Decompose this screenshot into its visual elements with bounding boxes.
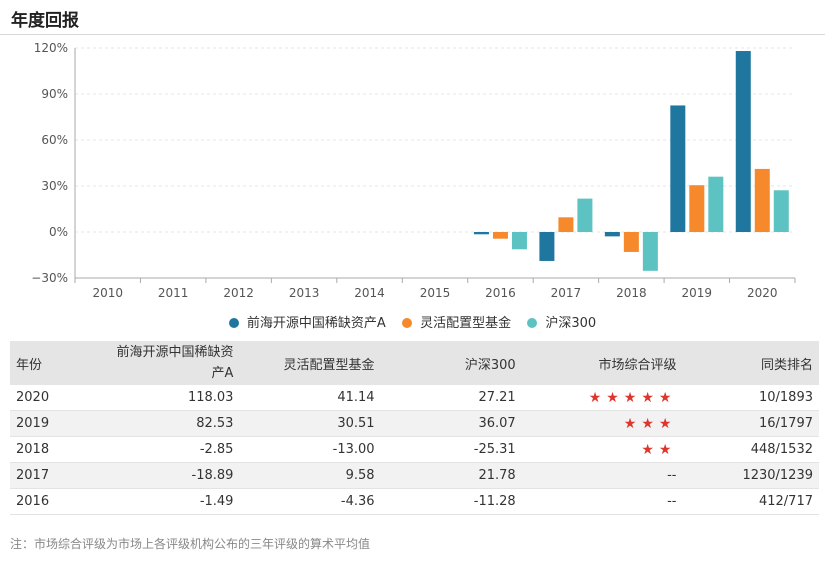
legend-label: 沪深300 <box>545 316 597 331</box>
cell-peer: 30.51 <box>239 410 381 437</box>
x-tick-label: 2019 <box>682 286 713 300</box>
legend-dot-icon <box>228 318 239 328</box>
cell-fund: -2.85 <box>88 436 240 463</box>
cell-year: 2020 <box>10 385 89 411</box>
x-tick-label: 2020 <box>747 286 778 300</box>
cell-year: 2017 <box>10 462 89 489</box>
bar <box>670 105 686 232</box>
header-peer: 灵活配置型基金 <box>239 341 381 385</box>
cell-hs300: 27.21 <box>380 385 522 411</box>
bar <box>492 232 508 239</box>
cell-fund: -1.49 <box>88 488 240 515</box>
x-tick-label: 2016 <box>485 286 516 300</box>
x-tick-label: 2012 <box>223 286 254 300</box>
bar <box>604 232 620 237</box>
cell-year: 2019 <box>10 410 89 437</box>
x-tick-label: 2017 <box>551 286 582 300</box>
x-tick-label: 2014 <box>354 286 385 300</box>
bar <box>539 232 555 261</box>
cell-rating: ★★★ <box>521 410 683 437</box>
table-row: 2019 82.53 30.51 36.07 ★★★ 16/1797 <box>10 410 819 437</box>
cell-fund: -18.89 <box>88 462 240 489</box>
legend-item-peer[interactable]: 灵活配置型基金 <box>401 312 512 331</box>
bar <box>511 232 527 250</box>
rating-stars-icon: ★★★★★ <box>588 389 677 406</box>
cell-peer: -4.36 <box>239 488 381 515</box>
cell-rank: 1230/1239 <box>682 462 819 489</box>
cell-rating: -- <box>521 462 683 489</box>
header-rank: 同类排名 <box>682 341 819 385</box>
legend-label: 前海开源中国稀缺资产A <box>246 316 386 331</box>
cell-fund: 82.53 <box>88 410 240 437</box>
table-row: 2020 118.03 41.14 27.21 ★★★★★ 10/1893 <box>10 385 819 411</box>
chart-legend: 前海开源中国稀缺资产A 灵活配置型基金 沪深300 <box>0 312 825 334</box>
bar <box>558 217 574 232</box>
table-header-row: 年份 前海开源中国稀缺资产A 灵活配置型基金 沪深300 市场综合评级 同类排名 <box>10 341 819 385</box>
bar <box>642 232 658 271</box>
chart-area: −30% 0% 30% 60% 90% 120% 2010 2011 2012 2013 2014 2… <box>0 36 825 336</box>
cell-rank: 448/1532 <box>682 436 819 463</box>
bar <box>754 168 770 232</box>
cell-rating: -- <box>521 488 683 515</box>
cell-fund: 118.03 <box>88 385 240 411</box>
rating-stars-icon: ★★★ <box>623 415 677 432</box>
y-tick-label: 90% <box>41 87 68 101</box>
x-tick-label: 2015 <box>420 286 451 300</box>
header-bar: 年度回报 <box>0 0 825 35</box>
cell-hs300: 36.07 <box>380 410 522 437</box>
bar <box>735 51 751 233</box>
cell-hs300: -11.28 <box>380 488 522 515</box>
cell-rating: ★★★★★ <box>521 385 683 411</box>
header-hs300: 沪深300 <box>380 341 522 385</box>
cell-rank: 412/717 <box>682 488 819 515</box>
table-row: 2018 -2.85 -13.00 -25.31 ★★ 448/1532 <box>10 436 819 463</box>
cell-peer: -13.00 <box>239 436 381 463</box>
cell-rank: 10/1893 <box>682 385 819 411</box>
legend-label: 灵活配置型基金 <box>420 316 512 331</box>
table-row: 2017 -18.89 9.58 21.78 -- 1230/1239 <box>10 462 819 489</box>
bar <box>689 185 705 232</box>
x-tick-label: 2013 <box>289 286 320 300</box>
bar <box>577 198 593 232</box>
header-rating: 市场综合评级 <box>521 341 683 385</box>
annual-return-chart: −30% 0% 30% 60% 90% 120% 2010 2011 2012 2013 2014 2… <box>31 41 796 300</box>
x-tick-label: 2018 <box>616 286 647 300</box>
y-tick-label: −30% <box>31 271 68 285</box>
header-fund: 前海开源中国稀缺资产A <box>88 341 240 385</box>
bar <box>708 176 724 232</box>
cell-peer: 9.58 <box>239 462 381 489</box>
y-tick-label: 0% <box>49 225 68 239</box>
y-tick-label: 30% <box>41 179 68 193</box>
cell-hs300: 21.78 <box>380 462 522 489</box>
bar <box>623 232 639 252</box>
annual-return-table: 年份 前海开源中国稀缺资产A 灵活配置型基金 沪深300 市场综合评级 同类排名… <box>10 341 819 515</box>
header-year: 年份 <box>10 341 89 385</box>
cell-hs300: -25.31 <box>380 436 522 463</box>
cell-rank: 16/1797 <box>682 410 819 437</box>
footnote: 注：市场综合评级为市场上各评级机构公布的三年评级的算术平均值 <box>10 537 371 551</box>
cell-year: 2016 <box>10 488 89 515</box>
table-row: 2016 -1.49 -4.36 -11.28 -- 412/717 <box>10 488 819 515</box>
bar <box>773 190 789 232</box>
rating-stars-icon: ★★ <box>641 441 677 458</box>
cell-peer: 41.14 <box>239 385 381 411</box>
legend-dot-icon <box>527 318 538 328</box>
page-title: 年度回报 <box>11 11 79 31</box>
legend-dot-icon <box>401 318 412 328</box>
cell-rating: ★★ <box>521 436 683 463</box>
x-tick-label: 2011 <box>158 286 189 300</box>
bar <box>473 232 489 235</box>
x-tick-label: 2010 <box>92 286 123 300</box>
legend-item-hs300[interactable]: 沪深300 <box>527 312 596 331</box>
cell-year: 2018 <box>10 436 89 463</box>
legend-item-fund[interactable]: 前海开源中国稀缺资产A <box>228 312 386 331</box>
y-tick-label: 60% <box>41 133 68 147</box>
y-tick-label: 120% <box>34 41 68 55</box>
